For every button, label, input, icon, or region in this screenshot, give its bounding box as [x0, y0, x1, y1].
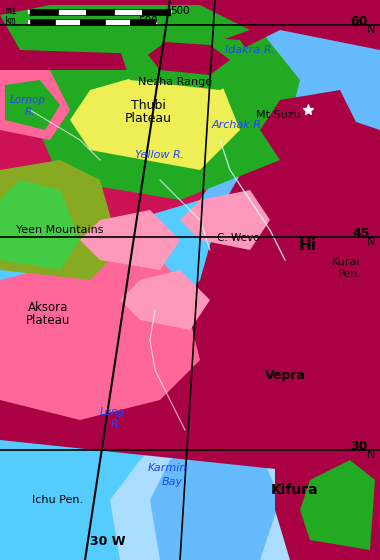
Polygon shape [220, 340, 380, 500]
Polygon shape [120, 35, 260, 90]
Polygon shape [120, 270, 210, 330]
Polygon shape [0, 5, 250, 55]
Polygon shape [0, 60, 240, 230]
Text: N: N [367, 450, 375, 460]
Text: Karmin: Karmin [147, 463, 187, 473]
Polygon shape [0, 180, 80, 270]
Text: 500: 500 [170, 6, 190, 16]
Polygon shape [300, 460, 375, 550]
Text: N: N [367, 25, 375, 35]
Polygon shape [280, 200, 380, 280]
Text: 500: 500 [138, 16, 158, 26]
Text: 30: 30 [351, 440, 368, 452]
Polygon shape [0, 0, 380, 70]
Text: 60: 60 [351, 15, 368, 27]
Text: Plateau: Plateau [26, 314, 70, 326]
Bar [105, 19, 130, 25]
Text: Pen.: Pen. [338, 269, 362, 279]
Polygon shape [315, 220, 375, 310]
Text: Vepra: Vepra [264, 368, 306, 381]
Text: Long: Long [99, 407, 125, 417]
Text: Archak R.: Archak R. [211, 120, 265, 130]
Polygon shape [285, 290, 380, 370]
Text: R.: R. [25, 107, 35, 117]
Text: Bay: Bay [162, 477, 182, 487]
Polygon shape [0, 240, 200, 420]
Polygon shape [260, 90, 360, 170]
Polygon shape [200, 260, 380, 560]
Polygon shape [150, 440, 280, 560]
Bar [30, 19, 55, 25]
Bar [114, 9, 142, 15]
Bar [58, 9, 86, 15]
Polygon shape [240, 380, 370, 490]
Text: Mt Suzu: Mt Suzu [256, 110, 300, 120]
Text: Plateau: Plateau [125, 111, 171, 124]
Text: Kurai: Kurai [332, 257, 360, 267]
Polygon shape [148, 42, 230, 75]
Polygon shape [275, 400, 380, 560]
Text: km: km [5, 16, 17, 26]
Bar [30, 9, 58, 15]
Text: Idakra R.: Idakra R. [225, 45, 275, 55]
Polygon shape [270, 200, 325, 265]
Polygon shape [180, 0, 380, 360]
Polygon shape [0, 70, 70, 140]
Text: Yellow R.: Yellow R. [135, 150, 185, 160]
Polygon shape [5, 80, 60, 130]
Text: Lornop: Lornop [10, 95, 46, 105]
Bar [142, 9, 170, 15]
Text: 30 W: 30 W [90, 535, 125, 548]
Polygon shape [70, 70, 240, 170]
Polygon shape [0, 160, 120, 280]
Text: R.: R. [111, 419, 121, 429]
Bar [80, 19, 105, 25]
Text: Aksora: Aksora [28, 301, 68, 314]
Bar [86, 9, 114, 15]
Text: Ichu Pen.: Ichu Pen. [32, 495, 84, 505]
Polygon shape [0, 0, 380, 30]
Text: Kifura: Kifura [271, 483, 319, 497]
Text: C. Wevo: C. Wevo [217, 233, 259, 243]
Bar [130, 19, 155, 25]
Text: Nezha Range: Nezha Range [138, 77, 212, 87]
Text: mi: mi [5, 6, 17, 16]
Text: Hi: Hi [299, 237, 317, 253]
Polygon shape [180, 190, 270, 250]
Polygon shape [110, 410, 310, 560]
Polygon shape [30, 20, 300, 200]
Text: N: N [367, 237, 375, 247]
Text: 45: 45 [353, 226, 370, 240]
Polygon shape [80, 210, 180, 270]
Text: Yeen Mountains: Yeen Mountains [16, 225, 104, 235]
Bar [55, 19, 80, 25]
Text: Thubi: Thubi [131, 99, 165, 111]
Polygon shape [0, 110, 380, 480]
